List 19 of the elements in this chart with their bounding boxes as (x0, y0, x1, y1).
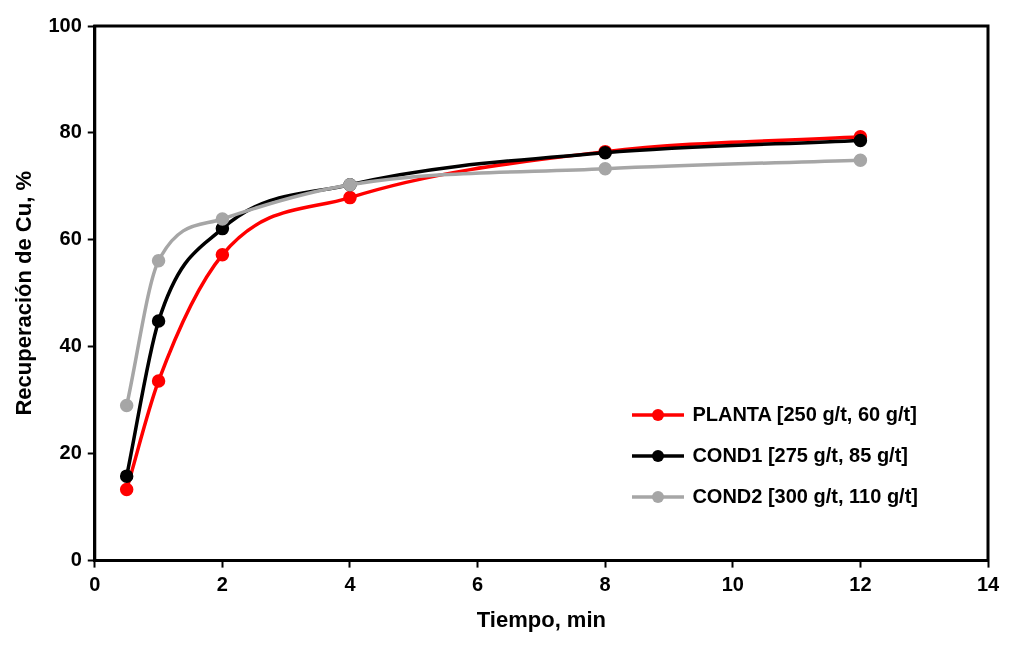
y-tick-label: 80 (59, 120, 82, 143)
x-tick-label: 2 (216, 573, 228, 596)
legend-label: COND2 [300 g/t, 110 g/t] (692, 485, 918, 508)
y-tick-label: 60 (59, 227, 82, 250)
y-tick-label: 100 (48, 13, 82, 36)
y-tick-label: 20 (59, 441, 82, 464)
y-axis-title: Recuperación de Cu, % (11, 171, 37, 416)
y-tick-label: 40 (59, 334, 82, 357)
y-tick-label: 0 (70, 548, 82, 571)
x-tick-label: 0 (89, 573, 101, 596)
x-tick-label: 14 (976, 573, 1000, 596)
x-axis-title: Tiempo, min (476, 606, 606, 632)
legend-label: PLANTA [250 g/t, 60 g/t] (692, 403, 917, 426)
x-tick-label: 12 (849, 573, 872, 596)
x-tick-label: 4 (344, 573, 357, 596)
x-tick-label: 8 (599, 573, 611, 596)
x-tick-label: 10 (721, 573, 744, 596)
legend-label: COND1 [275 g/t, 85 g/t] (692, 444, 908, 467)
x-tick-label: 6 (472, 573, 484, 596)
